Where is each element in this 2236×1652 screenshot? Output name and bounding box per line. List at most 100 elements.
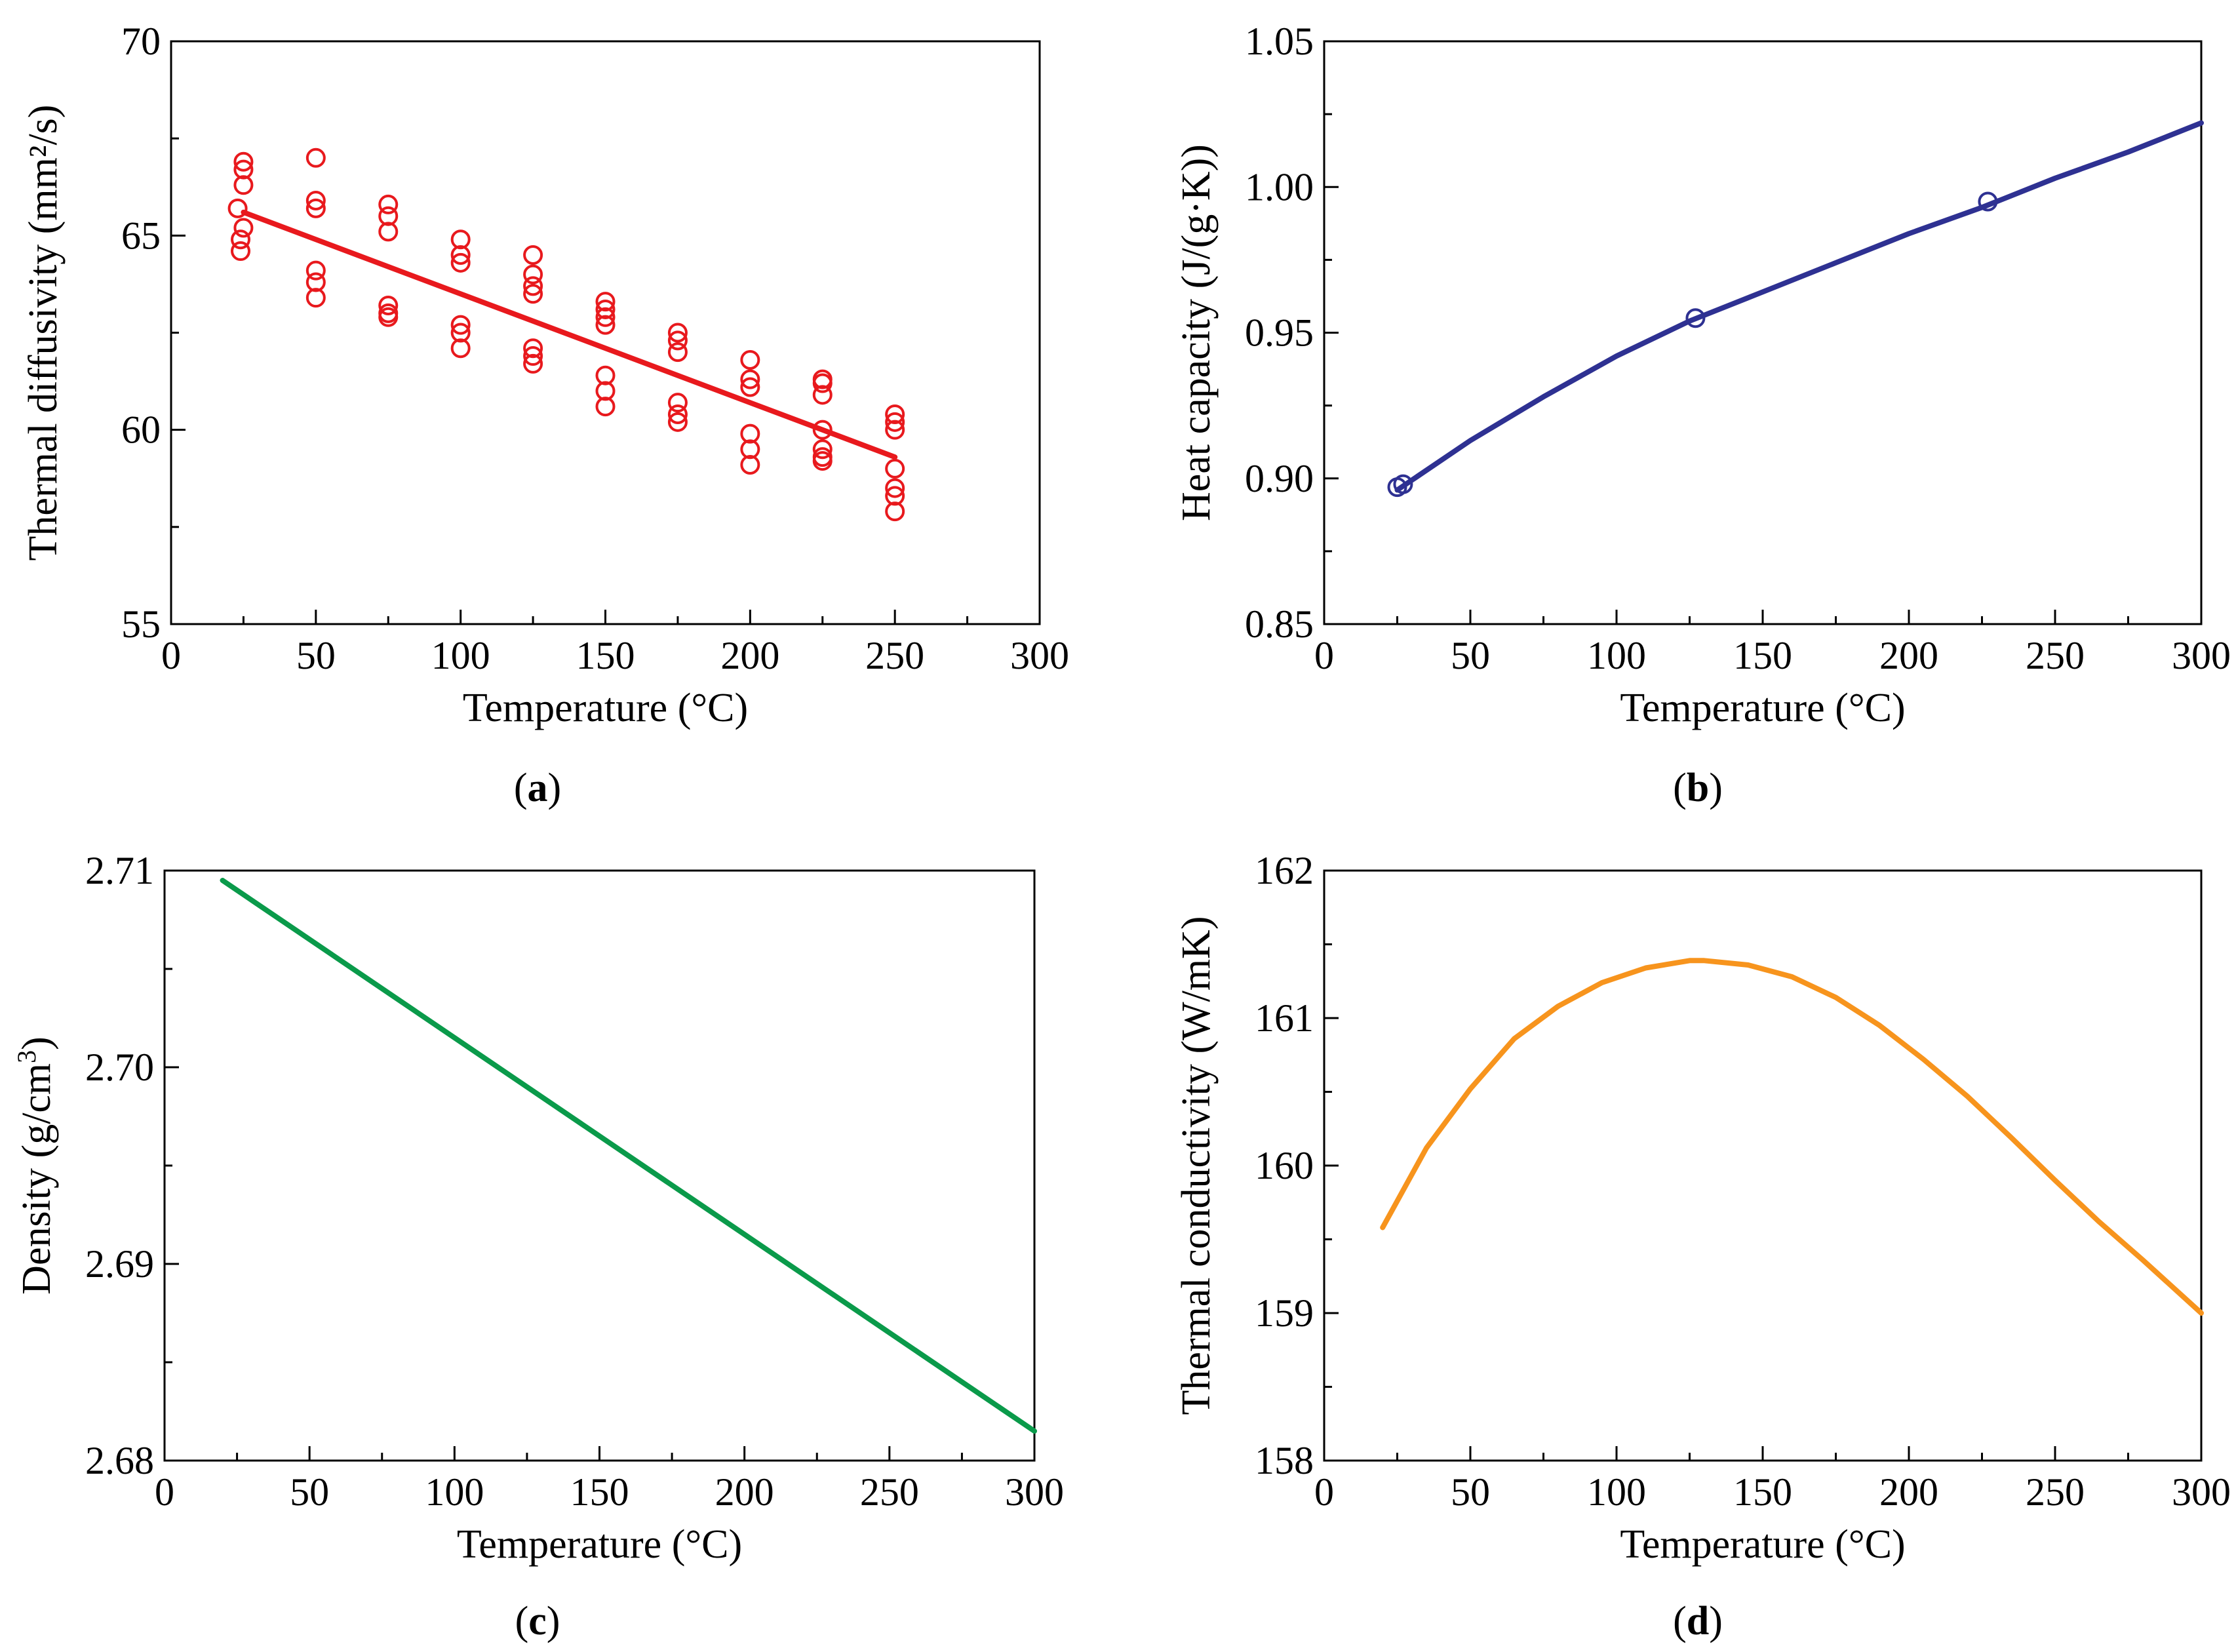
- data-point: [595, 381, 616, 401]
- data-point: [1685, 308, 1706, 328]
- data-point: [885, 502, 905, 522]
- data-point: [1978, 191, 1998, 212]
- data-point: [233, 159, 254, 180]
- data-point: [450, 315, 471, 335]
- data-point: [885, 478, 905, 498]
- data-point: [450, 338, 471, 359]
- x-tick-label: 100: [431, 634, 490, 677]
- data-point: [523, 346, 543, 366]
- caption-letter: a: [528, 766, 548, 810]
- data-point: [812, 439, 833, 460]
- data-point: [378, 222, 399, 242]
- caption-open: (: [1673, 1599, 1687, 1643]
- series-line-conductivity: [1380, 958, 2204, 1316]
- data-point: [740, 455, 760, 475]
- data-point: [667, 404, 688, 424]
- x-axis-title: Temperature (°C): [457, 1522, 742, 1567]
- caption-letter: d: [1687, 1599, 1709, 1643]
- data-point: [740, 423, 760, 444]
- data-point: [378, 206, 399, 226]
- x-tick-label: 300: [2172, 634, 2231, 677]
- data-point: [812, 451, 833, 471]
- y-axis-title: Thermal conductivity (W/mK): [1174, 916, 1219, 1415]
- data-point: [450, 252, 471, 273]
- y-tick-label: 159: [1255, 1291, 1314, 1335]
- x-tick-label: 50: [1451, 634, 1490, 677]
- x-tick-label: 50: [1451, 1470, 1490, 1514]
- data-point: [740, 377, 760, 397]
- data-point: [885, 458, 905, 479]
- y-tick-label: 65: [121, 214, 161, 257]
- data-point: [233, 151, 254, 172]
- x-tick-label: 200: [720, 634, 779, 677]
- data-point: [523, 284, 543, 304]
- data-point: [595, 365, 616, 385]
- plot-frame: [1323, 40, 2203, 625]
- x-tick-label: 50: [296, 634, 336, 677]
- data-point: [378, 296, 399, 316]
- data-point: [595, 397, 616, 417]
- x-tick-label: 250: [860, 1470, 919, 1514]
- y-tick-label: 161: [1255, 996, 1314, 1040]
- data-point: [812, 385, 833, 405]
- data-point: [450, 245, 471, 265]
- data-point: [740, 349, 760, 370]
- y-axis-title: Density (g/cm3): [12, 1036, 59, 1295]
- data-point: [523, 264, 543, 285]
- x-tick-label: 50: [290, 1470, 329, 1514]
- x-axis-title: Temperature (°C): [463, 686, 748, 730]
- data-point: [523, 353, 543, 374]
- x-tick-label: 250: [2026, 1470, 2085, 1514]
- x-tick-label: 200: [715, 1470, 774, 1514]
- x-tick-label: 100: [1587, 634, 1646, 677]
- data-point: [1393, 474, 1413, 494]
- x-tick-label: 200: [1879, 634, 1938, 677]
- y-tick-label: 1.05: [1245, 20, 1314, 63]
- caption-open: (: [514, 766, 528, 810]
- caption-letter: c: [528, 1599, 547, 1643]
- panel-a: 0 50 100 150 200 250 300 55 60 65 70 Temperature (°…: [21, 20, 1069, 810]
- series-line-density: [220, 878, 1037, 1434]
- y-tick-label: 2.69: [85, 1242, 154, 1286]
- data-point: [305, 148, 326, 168]
- panel-c: 0 50 100 150 200 250 300 2.68 2.69 2.70 2.71 Temper…: [12, 849, 1064, 1643]
- y-axis-title: Heat capacity (J/(g·K)): [1174, 144, 1219, 521]
- data-point: [812, 373, 833, 393]
- data-point: [595, 307, 616, 327]
- x-tick-label: 150: [576, 634, 635, 677]
- data-point: [233, 218, 254, 238]
- caption-close: ): [1709, 1599, 1723, 1643]
- x-tick-label: 300: [2172, 1470, 2231, 1514]
- series-line-linear-fit: [241, 209, 898, 460]
- data-point: [812, 420, 833, 440]
- data-point: [885, 486, 905, 506]
- data-point: [885, 420, 905, 440]
- data-point: [523, 245, 543, 265]
- data-point: [227, 198, 248, 218]
- plot-frame: [1323, 869, 2203, 1462]
- y-tick-label: 70: [121, 20, 161, 63]
- panel-caption: (c): [515, 1599, 560, 1643]
- data-point: [595, 299, 616, 319]
- x-tick-label: 100: [1587, 1470, 1646, 1514]
- data-point: [305, 190, 326, 210]
- plot-frame: [163, 869, 1036, 1462]
- data-point: [305, 272, 326, 292]
- data-point: [231, 241, 250, 262]
- data-point: [667, 330, 688, 351]
- data-point: [233, 175, 254, 195]
- y-tick-label: 2.71: [85, 849, 154, 892]
- x-tick-label: 100: [425, 1470, 484, 1514]
- x-tick-label: 0: [1314, 634, 1334, 677]
- panel-caption: (b): [1673, 766, 1723, 810]
- data-point: [595, 292, 616, 312]
- x-tick-label: 250: [865, 634, 924, 677]
- y-axis-title-main: Density (g/cm: [14, 1063, 59, 1295]
- data-point: [667, 323, 688, 343]
- panel-d: 0 50 100 150 200 250 300 158 159 160 161 162 Tempera…: [1174, 849, 2231, 1643]
- data-point: [231, 229, 250, 250]
- y-tick-label: 60: [121, 408, 161, 452]
- data-point: [378, 307, 399, 327]
- x-tick-label: 150: [570, 1470, 629, 1514]
